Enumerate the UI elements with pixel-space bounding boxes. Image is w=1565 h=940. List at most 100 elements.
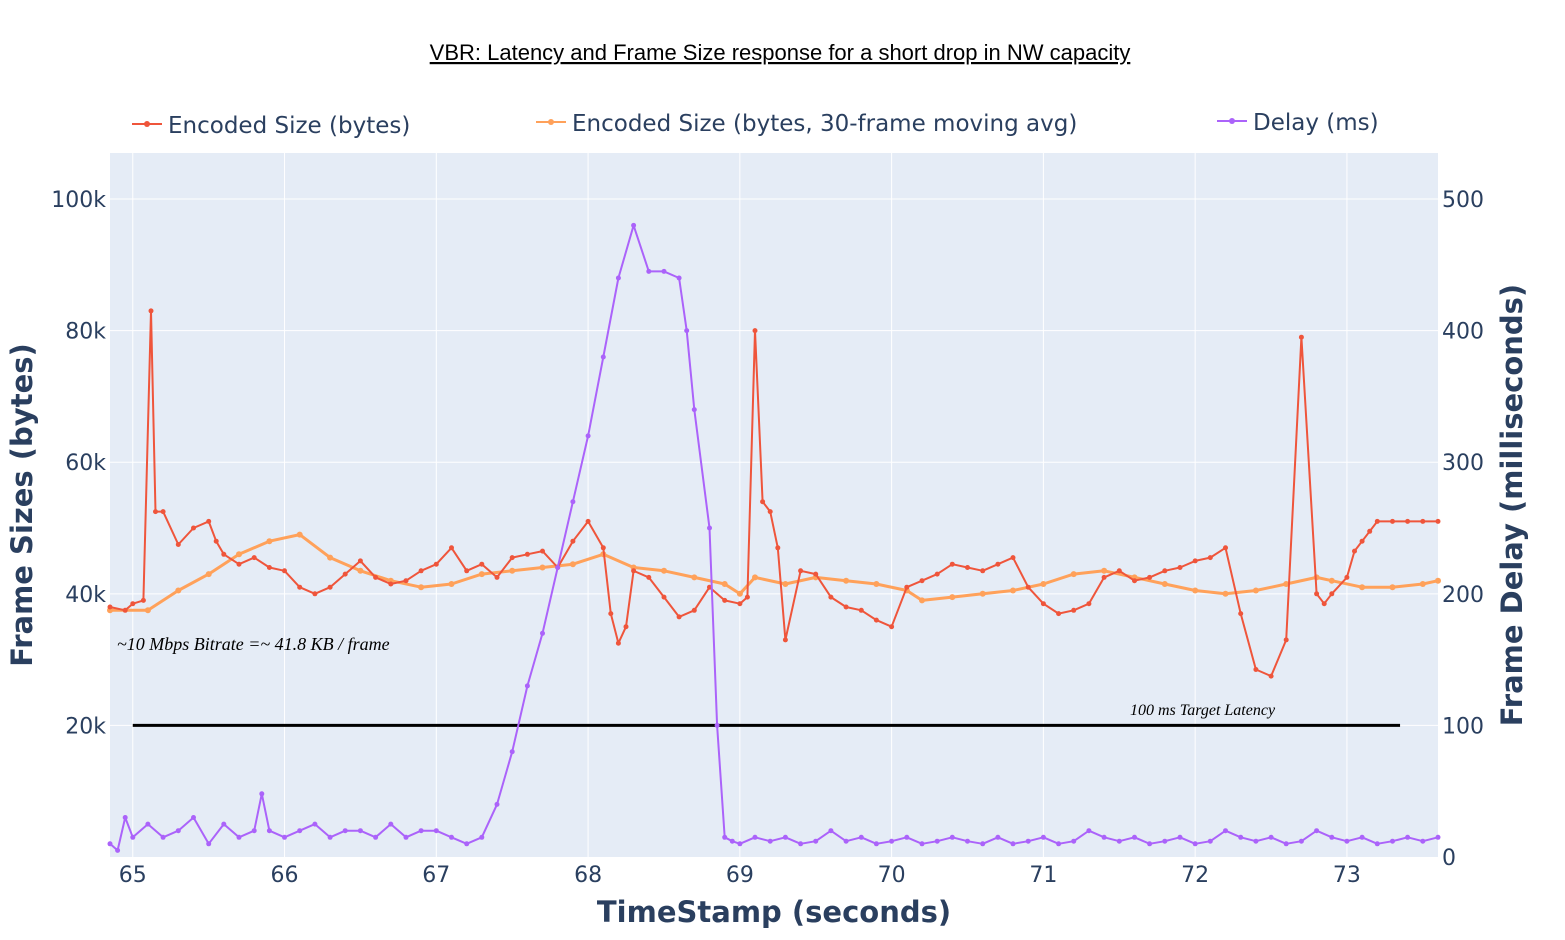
data-point[interactable] xyxy=(1435,834,1441,840)
data-point[interactable] xyxy=(479,561,485,567)
data-point[interactable] xyxy=(1132,578,1137,584)
data-point[interactable] xyxy=(600,545,606,551)
data-point[interactable] xyxy=(1056,841,1062,847)
data-point[interactable] xyxy=(282,834,287,840)
data-point[interactable] xyxy=(478,571,485,578)
data-point[interactable] xyxy=(373,834,379,840)
data-point[interactable] xyxy=(767,509,773,515)
data-point[interactable] xyxy=(889,838,895,844)
data-point[interactable] xyxy=(843,577,850,584)
data-point[interactable] xyxy=(813,838,819,844)
data-point[interactable] xyxy=(464,568,470,574)
data-point[interactable] xyxy=(707,525,712,531)
data-point[interactable] xyxy=(259,791,265,797)
data-point[interactable] xyxy=(919,597,925,604)
data-point[interactable] xyxy=(1314,828,1320,834)
data-point[interactable] xyxy=(1268,673,1274,679)
data-point[interactable] xyxy=(1253,838,1259,844)
data-point[interactable] xyxy=(1223,545,1228,551)
data-point[interactable] xyxy=(1086,601,1092,607)
data-point[interactable] xyxy=(236,561,242,567)
data-point[interactable] xyxy=(213,538,219,544)
data-point[interactable] xyxy=(873,841,879,847)
data-point[interactable] xyxy=(236,834,242,840)
data-point[interactable] xyxy=(175,587,182,594)
data-point[interactable] xyxy=(1056,611,1062,617)
data-point[interactable] xyxy=(191,525,196,531)
data-point[interactable] xyxy=(798,568,804,574)
data-point[interactable] xyxy=(1101,834,1107,840)
data-point[interactable] xyxy=(1070,571,1077,578)
data-point[interactable] xyxy=(676,275,682,281)
data-point[interactable] xyxy=(1367,528,1373,534)
data-point[interactable] xyxy=(1162,568,1168,574)
data-point[interactable] xyxy=(555,565,561,570)
data-point[interactable] xyxy=(449,834,454,840)
data-point[interactable] xyxy=(1071,607,1077,613)
data-point[interactable] xyxy=(357,558,363,564)
data-point[interactable] xyxy=(448,581,455,587)
data-point[interactable] xyxy=(843,604,849,610)
data-point[interactable] xyxy=(1101,574,1107,580)
data-point[interactable] xyxy=(949,834,955,840)
data-point[interactable] xyxy=(1405,518,1411,524)
data-point[interactable] xyxy=(615,275,621,281)
data-point[interactable] xyxy=(1223,828,1228,834)
data-point[interactable] xyxy=(153,509,158,515)
data-point[interactable] xyxy=(965,838,970,844)
data-point[interactable] xyxy=(342,571,348,577)
data-point[interactable] xyxy=(691,607,697,613)
data-point[interactable] xyxy=(509,555,515,561)
data-point[interactable] xyxy=(782,834,788,840)
data-point[interactable] xyxy=(782,637,788,643)
data-point[interactable] xyxy=(327,554,334,561)
data-point[interactable] xyxy=(600,354,606,360)
data-point[interactable] xyxy=(266,828,272,834)
data-point[interactable] xyxy=(752,834,758,840)
data-point[interactable] xyxy=(327,834,333,840)
data-point[interactable] xyxy=(646,574,652,580)
data-point[interactable] xyxy=(1207,838,1213,844)
data-point[interactable] xyxy=(760,499,766,505)
data-point[interactable] xyxy=(1192,558,1198,564)
data-point[interactable] xyxy=(342,828,348,834)
data-point[interactable] xyxy=(524,551,530,557)
data-point[interactable] xyxy=(721,581,728,587)
data-point[interactable] xyxy=(1252,587,1259,594)
data-point[interactable] xyxy=(357,567,364,574)
data-point[interactable] xyxy=(357,828,363,834)
data-point[interactable] xyxy=(782,581,789,587)
data-point[interactable] xyxy=(1435,577,1441,584)
data-point[interactable] xyxy=(145,821,151,827)
data-point[interactable] xyxy=(1253,667,1259,672)
data-point[interactable] xyxy=(570,499,576,505)
data-point[interactable] xyxy=(585,433,591,439)
data-point[interactable] xyxy=(1086,828,1092,834)
data-point[interactable] xyxy=(1192,587,1199,594)
data-point[interactable] xyxy=(221,821,227,827)
data-point[interactable] xyxy=(433,828,439,834)
data-point[interactable] xyxy=(1344,574,1350,580)
data-point[interactable] xyxy=(1283,841,1289,847)
data-point[interactable] xyxy=(433,561,439,567)
data-point[interactable] xyxy=(813,571,819,577)
data-point[interactable] xyxy=(1040,581,1047,587)
data-point[interactable] xyxy=(418,828,424,834)
data-point[interactable] xyxy=(980,841,986,847)
data-point[interactable] xyxy=(904,584,910,590)
data-point[interactable] xyxy=(1389,584,1396,591)
data-point[interactable] xyxy=(1238,611,1244,617)
data-point[interactable] xyxy=(752,328,758,334)
data-point[interactable] xyxy=(1298,838,1304,844)
data-point[interactable] xyxy=(1192,841,1198,847)
data-point[interactable] xyxy=(1344,838,1350,844)
data-point[interactable] xyxy=(1177,834,1183,840)
data-point[interactable] xyxy=(631,568,637,574)
data-point[interactable] xyxy=(1040,601,1046,607)
data-point[interactable] xyxy=(1147,574,1153,580)
data-point[interactable] xyxy=(1419,581,1426,587)
legend-item-delay[interactable]: Delay (ms) xyxy=(1217,110,1379,136)
data-point[interactable] xyxy=(1435,518,1441,524)
data-point[interactable] xyxy=(585,518,591,524)
data-point[interactable] xyxy=(934,571,940,577)
